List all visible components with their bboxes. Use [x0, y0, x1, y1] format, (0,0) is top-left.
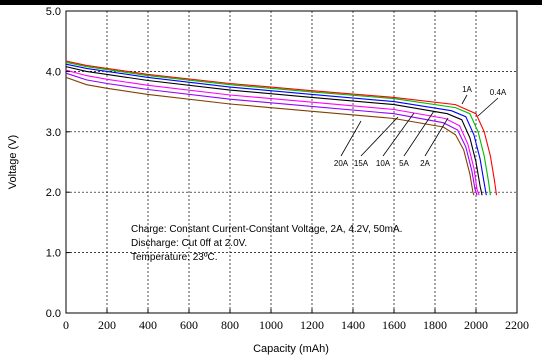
series-label-5a: 5A: [399, 159, 409, 168]
series-label-20a: 20A: [334, 159, 349, 168]
leader-10a: [382, 112, 415, 157]
series-2a-line: [65, 63, 487, 196]
series-10a-line: [65, 69, 480, 196]
y-tick-label: 0.0: [46, 308, 61, 320]
x-tick-label: 600: [180, 318, 198, 332]
series-label-10a: 10A: [376, 159, 391, 168]
x-tick-label: 1600: [382, 318, 406, 332]
series-15a-line: [65, 72, 478, 196]
leader-15a: [360, 116, 399, 157]
y-tick-label: 4.0: [46, 66, 61, 78]
ticks: 0 200 400 600 800 1000 1200 1400 1600 1800 2000 220…: [46, 6, 529, 332]
y-tick-label: 1.0: [46, 248, 61, 260]
series-label-15a: 15A: [354, 159, 369, 168]
top-bar: [0, 0, 542, 5]
y-axis-label: Voltage (V): [7, 135, 19, 189]
label-leaders: [340, 94, 499, 157]
series-label-2a: 2A: [420, 159, 430, 168]
leader-1a: [461, 94, 468, 105]
series-5a-line: [65, 66, 483, 196]
series-0.4a-line: [65, 60, 498, 196]
annotation-charge: Charge: Constant Current-Constant Voltag…: [131, 224, 402, 235]
x-tick-label: 1800: [423, 318, 447, 332]
plot-frame: [65, 10, 518, 314]
x-tick-label: 2000: [464, 318, 488, 332]
x-tick-label: 1400: [341, 318, 365, 332]
leader-20a: [340, 120, 362, 157]
x-tick-label: 1000: [259, 318, 283, 332]
x-tick-label: 1200: [300, 318, 324, 332]
x-tick-label: 400: [139, 318, 157, 332]
grid: [66, 11, 517, 313]
x-tick-label: 200: [98, 318, 116, 332]
series-20a-line: [65, 76, 475, 196]
y-tick-label: 5.0: [46, 6, 61, 18]
series-label-1a: 1A: [462, 85, 472, 94]
annotation-discharge: Discharge: Cut 0ff at 2.0V.: [131, 238, 247, 249]
leader-0.4a: [477, 97, 499, 117]
annotation-temperature: Temperature: 23ºC.: [131, 252, 217, 263]
x-tick-label: 0: [63, 318, 69, 332]
y-tick-label: 3.0: [46, 127, 61, 139]
leader-2a: [424, 117, 449, 157]
x-tick-label: 800: [221, 318, 239, 332]
x-axis-label: Capacity (mAh): [253, 343, 329, 355]
series-label-0.4a: 0.4A: [490, 88, 507, 97]
y-tick-label: 2.0: [46, 187, 61, 199]
series-layer: [65, 60, 498, 196]
series-labels: 0.4A 1A 2A 5A 10A 15A 20A: [334, 85, 507, 168]
x-tick-label: 2200: [505, 318, 529, 332]
series-1a-line: [65, 61, 491, 196]
leader-5a: [403, 110, 435, 157]
